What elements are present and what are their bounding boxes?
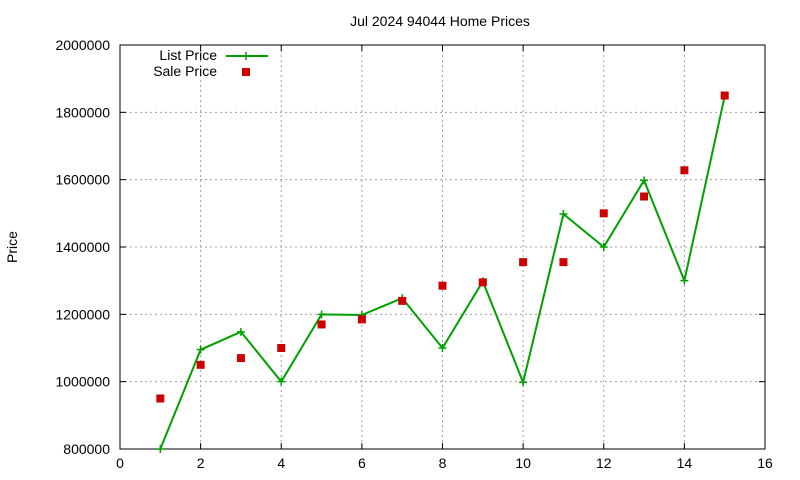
x-tick-label: 12 <box>596 455 612 471</box>
list-price-point <box>277 377 286 386</box>
plot-frame <box>119 44 766 450</box>
y-tick-label: 1800000 <box>55 104 110 120</box>
list-price-point <box>156 445 165 453</box>
sale-price-point <box>438 281 447 290</box>
sale-price-point <box>559 258 568 267</box>
sale-price-point <box>680 166 689 175</box>
sale-price-point <box>640 192 649 201</box>
y-tick-label: 1400000 <box>55 239 110 255</box>
sale-price-point <box>599 209 608 218</box>
legend-label-list-price: List Price <box>159 47 217 63</box>
chart-title: Jul 2024 94044 Home Prices <box>350 13 530 29</box>
y-tick-label: 1000000 <box>55 374 110 390</box>
sale-price-point <box>519 258 528 267</box>
list-price-point <box>236 327 245 336</box>
sale-price-point <box>156 394 165 403</box>
x-tick-label: 16 <box>757 455 773 471</box>
list-price-point <box>196 345 205 354</box>
legend-swatch-sale-price <box>242 68 250 76</box>
list-price-point <box>438 344 447 352</box>
list-price-point <box>317 310 326 319</box>
legend-marker-list-price <box>242 52 250 60</box>
legend-label-sale-price: Sale Price <box>153 63 217 79</box>
y-axis-label: Price <box>4 231 20 263</box>
sale-price-point <box>277 344 286 352</box>
y-tick-label: 1200000 <box>55 306 110 322</box>
sale-price-point <box>720 91 729 100</box>
grid <box>120 45 765 449</box>
x-tick-label: 8 <box>439 455 447 471</box>
list-price-point <box>559 210 568 219</box>
sale-price-point <box>357 315 366 324</box>
axis-ticks: 0 2 4 6 8 10 12 14 16 800000 1000000 1200000 1400000… <box>55 37 773 471</box>
y-tick-label: 2000000 <box>55 37 110 53</box>
list-price-point <box>640 176 649 185</box>
x-tick-label: 10 <box>515 455 531 471</box>
x-tick-label: 4 <box>277 455 285 471</box>
y-tick-label: 1600000 <box>55 172 110 188</box>
series-layer <box>156 91 729 453</box>
sale-price-point <box>317 320 326 329</box>
legend: List Price Sale Price <box>153 47 268 79</box>
list-price-point <box>599 243 608 251</box>
x-tick-label: 14 <box>677 455 693 471</box>
y-tick-label: 800000 <box>63 441 110 457</box>
x-tick-label: 0 <box>116 455 124 471</box>
sale-price-point <box>196 360 205 369</box>
sale-price-point <box>398 296 407 305</box>
x-tick-label: 6 <box>358 455 366 471</box>
list-price-point <box>680 276 689 285</box>
sale-price-point <box>478 278 487 287</box>
sale-price-point <box>236 354 245 363</box>
list-price-point <box>519 378 528 387</box>
x-tick-label: 2 <box>197 455 205 471</box>
